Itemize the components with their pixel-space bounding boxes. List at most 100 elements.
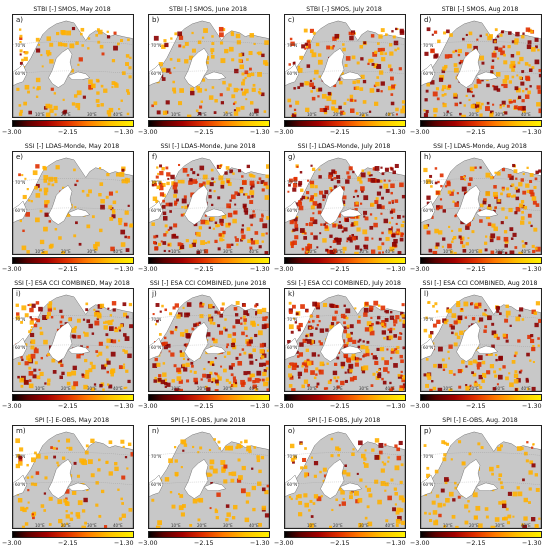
- latitude-label: 60°N: [423, 208, 434, 213]
- sea-body: [475, 208, 499, 217]
- longitude-label: 30°E: [223, 386, 233, 391]
- longitude-label: 30°E: [87, 386, 97, 391]
- latitude-label: 70°N: [287, 180, 298, 185]
- latitude-label: 60°N: [151, 482, 162, 487]
- colorbar-gradient: [420, 531, 542, 538]
- latitude-label: 60°N: [151, 208, 162, 213]
- graticule-line: [149, 344, 269, 348]
- graticule-line: [13, 452, 133, 456]
- colorbar-tick-label: −3.00: [410, 128, 430, 136]
- longitude-label: 20°E: [61, 386, 71, 391]
- sea-body: [339, 345, 363, 354]
- graticule-line: [13, 178, 133, 182]
- colorbar-tick-label: −3.00: [138, 265, 158, 273]
- colorbar-tick-label: −3.00: [138, 539, 158, 547]
- sea-body: [149, 337, 164, 360]
- colorbar-gradient: [284, 531, 406, 538]
- colorbar: −3.00 −2.15 −1.30: [138, 257, 272, 279]
- longitude-label: 20°E: [469, 112, 479, 117]
- colorbar-tick-label: −2.15: [466, 539, 486, 547]
- panel-label: l): [424, 290, 429, 298]
- colorbar-tick-label: −2.15: [194, 402, 214, 410]
- longitude-label: 10°E: [171, 249, 181, 254]
- map-svg: [285, 289, 405, 391]
- colorbar-gradient: [148, 394, 270, 401]
- colorbar: −3.00 −2.15 −1.30: [274, 394, 408, 416]
- colorbar-gradient: [148, 257, 270, 264]
- graticule-line: [13, 315, 133, 319]
- panel-title: SSI [-] ESA CCI COMBINED, May 2018: [14, 280, 130, 287]
- sea-body: [203, 345, 227, 354]
- longitude-label: 10°E: [35, 386, 45, 391]
- map-svg: [149, 152, 269, 254]
- longitude-label: 30°E: [223, 523, 233, 528]
- longitude-label: 40°E: [113, 249, 123, 254]
- longitude-label: 40°E: [249, 523, 259, 528]
- map-svg: [421, 152, 541, 254]
- colorbar-tick-label: −3.00: [274, 265, 294, 273]
- sea-body: [475, 482, 499, 491]
- longitude-label: 30°E: [87, 112, 97, 117]
- longitude-label: 30°E: [359, 523, 369, 528]
- map-area: m) 70°N 60°N 10°E 20°E 30°E 40°E: [12, 425, 134, 529]
- colorbar-gradient: [12, 394, 134, 401]
- colorbar-tick-label: −2.15: [58, 265, 78, 273]
- map-panel: SPI [-] E-OBS, May 2018 m) 70°N 60°N 10°E 20°…: [2, 415, 136, 552]
- colorbar-tick-label: −2.15: [466, 128, 486, 136]
- graticule-line: [421, 452, 541, 456]
- longitude-label: 10°E: [443, 386, 453, 391]
- longitude-label: 20°E: [197, 386, 207, 391]
- colorbar-tick-label: −2.15: [194, 539, 214, 547]
- map-svg: [285, 426, 405, 528]
- sea-body: [421, 200, 436, 223]
- colorbar: −3.00 −2.15 −1.30: [410, 394, 544, 416]
- land-mass: [421, 20, 541, 117]
- sea-body: [67, 345, 91, 354]
- colorbar-tick-label: −3.00: [2, 265, 22, 273]
- graticule-line: [13, 207, 133, 211]
- map-panel: SSI [-] LDAS-Monde, June 2018 f) 70°N 60°N 1…: [138, 141, 272, 279]
- colorbar-tick-label: −1.30: [522, 265, 542, 273]
- colorbar-tick-label: −1.30: [522, 128, 542, 136]
- latitude-label: 60°N: [423, 482, 434, 487]
- colorbar-gradient: [284, 120, 406, 127]
- colorbar-tick-label: −3.00: [410, 402, 430, 410]
- longitude-label: 20°E: [333, 386, 343, 391]
- panel-label: j): [152, 290, 157, 298]
- colorbar: −3.00 −2.15 −1.30: [274, 120, 408, 142]
- sea-body: [285, 337, 300, 360]
- graticule-line: [285, 207, 405, 211]
- colorbar-tick-label: −1.30: [114, 402, 134, 410]
- colorbar-tick-label: −2.15: [330, 539, 350, 547]
- colorbar-tick-label: −3.00: [2, 539, 22, 547]
- latitude-label: 60°N: [423, 71, 434, 76]
- longitude-label: 10°E: [307, 523, 317, 528]
- longitude-label: 40°E: [249, 112, 259, 117]
- colorbar: −3.00 −2.15 −1.30: [410, 120, 544, 142]
- latitude-label: 60°N: [151, 71, 162, 76]
- graticule-line: [421, 344, 541, 348]
- latitude-label: 60°N: [15, 482, 26, 487]
- sea-body: [339, 71, 363, 80]
- map-panel: SSI [-] ESA CCI COMBINED, June 2018 j) 70°…: [138, 278, 272, 415]
- colorbar-tick-label: −1.30: [114, 128, 134, 136]
- anomaly-pixels: [287, 27, 405, 117]
- map-svg: [13, 15, 133, 117]
- colorbar-gradient: [420, 257, 542, 264]
- longitude-label: 30°E: [359, 386, 369, 391]
- graticule-line: [13, 70, 133, 74]
- sea-body: [149, 474, 164, 497]
- sea-body: [13, 474, 28, 497]
- map-panel: STBI [-] SMOS, Aug 2018 d) 70°N 60°N 10°E 20°…: [410, 4, 544, 142]
- map-area: h) 70°N 60°N 10°E 20°E 30°E 40°E: [420, 151, 542, 255]
- latitude-label: 70°N: [15, 43, 26, 48]
- graticule-line: [421, 41, 541, 45]
- longitude-label: 40°E: [113, 523, 123, 528]
- map-area: c) 70°N 60°N 10°E 20°E 30°E 40°E: [284, 14, 406, 118]
- colorbar-tick-label: −2.15: [330, 402, 350, 410]
- map-area: g) 70°N 60°N 10°E 20°E 30°E 40°E: [284, 151, 406, 255]
- anomaly-pixels: [288, 437, 405, 528]
- map-panel: SPI [-] E-OBS, July 2018 o) 70°N 60°N 10°E 20…: [274, 415, 408, 552]
- colorbar: −3.00 −2.15 −1.30: [410, 257, 544, 279]
